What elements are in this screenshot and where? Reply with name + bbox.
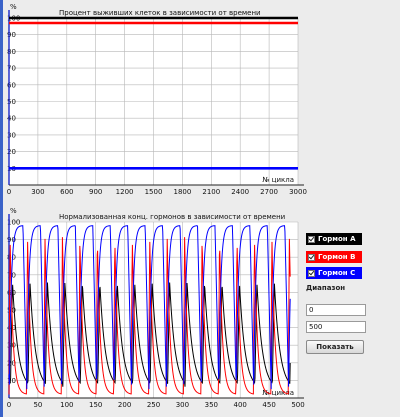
checkbox-hormone-c[interactable]: [308, 269, 315, 277]
legend-hormone-b[interactable]: Гормон B: [306, 251, 362, 263]
hormone-x-tick-label: 450: [262, 401, 275, 409]
survival-x-tick-label: 300: [31, 188, 44, 196]
hormone-series-black: [8, 282, 291, 387]
survival-y-tick-label: 20: [7, 148, 16, 156]
range-to-input[interactable]: 500: [306, 321, 366, 333]
survival-y-tick-label: 60: [7, 81, 16, 89]
hormone-x-tick-label: 350: [205, 401, 218, 409]
survival-y-tick-label: 40: [7, 115, 16, 123]
legend-hormone-c-label: Гормон C: [318, 269, 356, 277]
hormone-y-tick-label: 100: [7, 219, 20, 227]
survival-y-tick-label: 70: [7, 65, 16, 73]
hormone-y-tick-label: 10: [7, 377, 16, 385]
survival-y-axis-label: %: [10, 3, 17, 11]
hormone-x-tick-label: 300: [176, 401, 189, 409]
show-button[interactable]: Показать: [306, 340, 364, 354]
survival-x-tick-label: 2700: [260, 188, 278, 196]
survival-y-tick-label: 50: [7, 98, 16, 106]
survival-y-tick-label: 80: [7, 48, 16, 56]
legend-hormone-c[interactable]: Гормон C: [306, 267, 362, 279]
hormone-x-tick-label: 500: [291, 401, 304, 409]
checkbox-hormone-b[interactable]: [308, 253, 315, 261]
survival-x-tick-label: 900: [89, 188, 102, 196]
legend-hormone-a-label: Гормон A: [318, 235, 356, 243]
hormone-chart: 0 50 100 150 200 250 300 350 400 450 5001020304050…: [7, 207, 305, 409]
hormone-series-blue: [8, 225, 291, 390]
survival-x-tick-label: 600: [60, 188, 73, 196]
hormone-x-tick-label: 50: [33, 401, 42, 409]
survival-x-tick-label: 2100: [202, 188, 220, 196]
range-label: Диапазон: [306, 284, 346, 292]
hormone-x-tick-label: 250: [147, 401, 160, 409]
survival-x-tick-label: 1500: [145, 188, 163, 196]
hormone-x-axis-label: № цикла: [262, 389, 294, 397]
hormone-x-tick-label: 100: [60, 401, 73, 409]
range-from-input[interactable]: 0: [306, 304, 366, 316]
hormone-x-tick-label: 150: [89, 401, 102, 409]
survival-x-tick-label: 0: [7, 188, 11, 196]
hormone-title: Нормализованная конц. гормонов в зависим…: [59, 213, 285, 221]
hormone-series-red: [8, 237, 291, 395]
hormone-y-tick-label: 90: [7, 236, 16, 244]
survival-chart: 0 300 600 900 1200 1500 1800 2100 2400 2700 300010…: [7, 3, 307, 196]
hormone-y-axis-label: %: [10, 207, 17, 215]
survival-y-tick-label: 90: [7, 31, 16, 39]
legend-hormone-a[interactable]: Гормон A: [306, 233, 362, 245]
hormone-y-tick-label: 20: [7, 359, 16, 367]
hormone-x-tick-label: 0: [7, 401, 11, 409]
survival-x-tick-label: 3000: [289, 188, 307, 196]
survival-x-tick-label: 1800: [173, 188, 191, 196]
survival-x-tick-label: 1200: [116, 188, 134, 196]
survival-title: Процент выживших клеток в зависимости от…: [59, 9, 261, 17]
hormone-y-tick-label: 80: [7, 254, 16, 262]
checkbox-hormone-a[interactable]: [308, 235, 315, 243]
hormone-x-tick-label: 200: [118, 401, 131, 409]
legend-hormone-b-label: Гормон B: [318, 253, 356, 261]
survival-x-axis-label: № цикла: [262, 176, 294, 184]
hormone-x-tick-label: 400: [234, 401, 247, 409]
survival-y-tick-label: 30: [7, 131, 16, 139]
window-left-border: [0, 0, 3, 417]
survival-x-tick-label: 2400: [231, 188, 249, 196]
